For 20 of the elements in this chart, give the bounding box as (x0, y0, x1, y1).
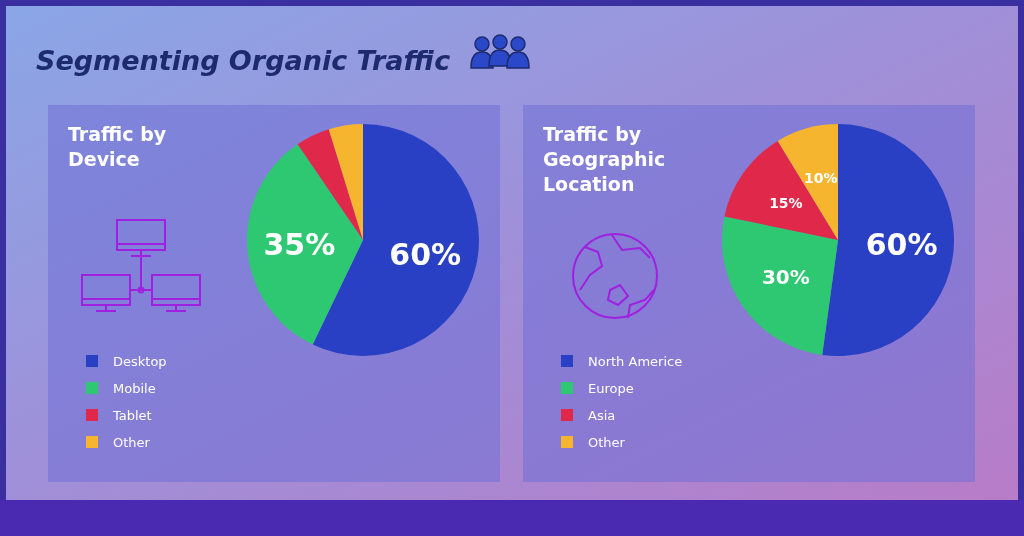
legend-label: Desktop (113, 354, 167, 369)
legend-label: Europe (588, 381, 634, 396)
data-label: 30% (761, 264, 810, 289)
text: Traffic by Geographic Location (543, 123, 666, 195)
pie-slice (724, 140, 838, 240)
pie-slice (247, 144, 363, 345)
legend-label: Mobile (113, 381, 156, 396)
legend-label: North Americe (588, 354, 683, 369)
pie-slice (722, 216, 838, 355)
data-label: 60% (865, 226, 938, 262)
data-label: 15% (769, 195, 803, 212)
text: Segmenting Organic Traffic (36, 45, 451, 76)
legend-label: Other (588, 435, 626, 450)
data-label: 10% (804, 170, 838, 187)
data-label: 35% (263, 227, 336, 263)
text: Traffic by Device (68, 123, 167, 170)
legend-label: Other (113, 435, 151, 450)
legend-label: Asia (588, 408, 616, 423)
data-label: 60% (389, 236, 462, 272)
legend-label: Tablet (112, 408, 152, 423)
